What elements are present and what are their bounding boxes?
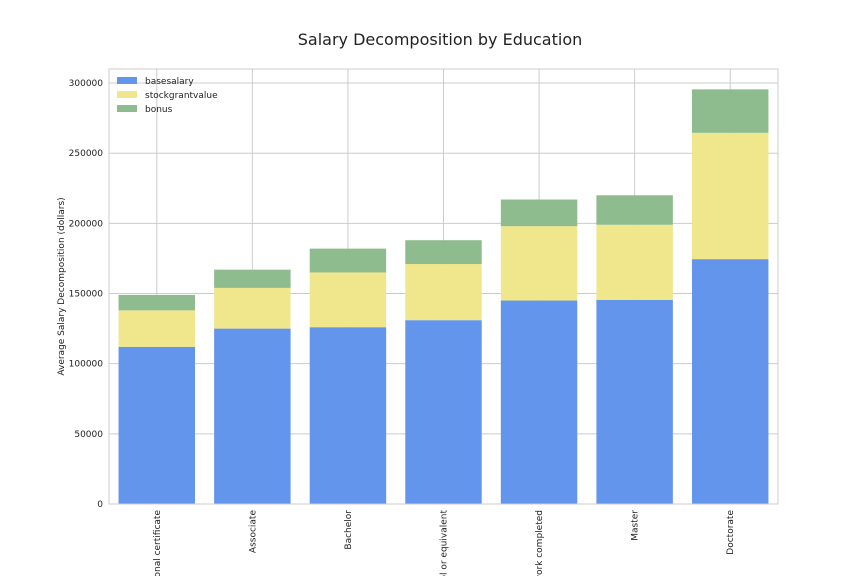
y-tick-label: 0 — [97, 500, 103, 510]
plot-frame — [108, 68, 779, 505]
bar-bonus — [118, 294, 196, 311]
bar-stockgrantvalue — [405, 264, 482, 321]
x-tick-label: Associate — [248, 510, 258, 554]
bar-basesalary — [118, 346, 196, 504]
bar-basesalary — [596, 299, 673, 504]
bar-stockgrantvalue — [596, 224, 673, 300]
y-tick-label: 100000 — [69, 360, 104, 370]
legend-label: bonus — [145, 105, 173, 115]
x-tick-label: ional certificate — [153, 510, 163, 576]
bar-stockgrantvalue — [309, 272, 387, 328]
bar-basesalary — [309, 327, 387, 504]
x-tick-label: Doctorate — [726, 510, 736, 555]
bar-bonus — [309, 248, 387, 273]
bar-bonus — [500, 199, 578, 227]
legend-swatch-basesalary — [117, 77, 137, 84]
y-axis-label: Average Salary Decomposition (dollars) — [57, 197, 67, 375]
legend-swatch-stockgrantvalue — [117, 91, 137, 98]
bar-stockgrantvalue — [691, 132, 769, 260]
bar-bonus — [214, 269, 291, 288]
bar-stockgrantvalue — [500, 226, 578, 301]
x-tick-label: work completed — [535, 510, 545, 576]
y-tick-label: 250000 — [69, 149, 104, 159]
y-tick-label: 300000 — [69, 79, 104, 89]
y-tick-label: 50000 — [74, 430, 103, 440]
bar-basesalary — [405, 320, 482, 504]
chart-title: Salary Decomposition by Education — [297, 30, 583, 49]
bar-stockgrantvalue — [214, 287, 291, 329]
y-tick-label: 200000 — [69, 219, 104, 229]
bar-basesalary — [691, 259, 769, 504]
x-tick-label: Bachelor — [344, 510, 354, 550]
legend: basesalary stockgrantvalue bonus — [117, 77, 218, 115]
x-tick-label: ol or equivalent — [440, 510, 450, 576]
bar-bonus — [405, 240, 482, 265]
legend-swatch-bonus — [117, 105, 137, 112]
x-tick-label: Master — [631, 510, 641, 541]
bar-basesalary — [500, 300, 578, 504]
legend-label: basesalary — [145, 77, 194, 87]
legend-label: stockgrantvalue — [145, 91, 218, 101]
y-tick-label: 150000 — [69, 290, 104, 300]
bar-bonus — [691, 89, 769, 133]
bar-stockgrantvalue — [118, 310, 196, 347]
bar-bonus — [596, 195, 673, 225]
bar-basesalary — [214, 328, 291, 504]
